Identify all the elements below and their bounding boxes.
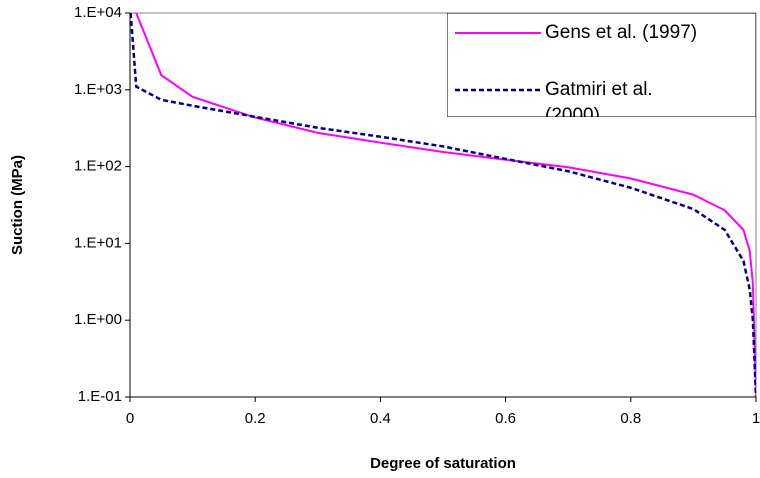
x-tick-label: 0.8 xyxy=(620,410,641,427)
legend-box xyxy=(447,13,756,117)
y-tick-label: 1.E+01 xyxy=(74,234,122,251)
y-tick-label: 1.E+03 xyxy=(74,81,122,98)
series-line xyxy=(130,13,756,397)
y-tick-label: 1.E+02 xyxy=(74,158,122,175)
legend-label-box: Gatmiri et al. (2000) xyxy=(545,79,653,126)
y-tick-label: 1.E+04 xyxy=(74,4,122,21)
x-tick-label: 0.2 xyxy=(245,410,266,427)
x-tick-label: 1 xyxy=(752,410,760,427)
legend-label-box: Gens et al. (1997) xyxy=(545,22,698,43)
legend: Gens et al. (1997) Gatmiri et al. (2000) xyxy=(447,13,756,126)
x-tick-label: 0 xyxy=(126,410,134,427)
legend-label: Gens et al. (1997) xyxy=(545,22,698,43)
legend-label: Gatmiri et al. (2000) xyxy=(545,79,653,126)
x-tick-label: 0.6 xyxy=(495,410,516,427)
x-axis-title: Degree of saturation xyxy=(370,455,516,472)
y-tick-label: 1.E-01 xyxy=(78,388,122,405)
y-tick-label: 1.E+00 xyxy=(74,311,122,328)
x-tick-label: 0.4 xyxy=(370,410,391,427)
series-group xyxy=(130,13,756,397)
y-axis-title: Suction (MPa) xyxy=(9,155,26,255)
series-line xyxy=(135,13,756,397)
